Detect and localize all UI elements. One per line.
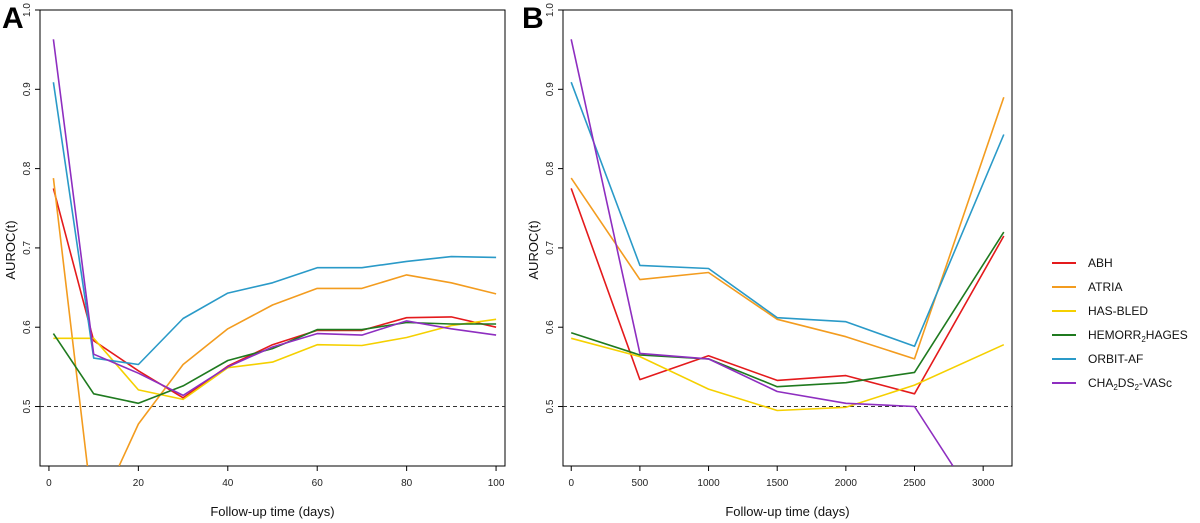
panel-b-series-hemorr2hages	[570, 231, 1005, 388]
legend-label-atria: ATRIA	[1088, 280, 1122, 294]
legend-label-orbit-af: ORBIT-AF	[1088, 352, 1143, 366]
panel-a-series-cha2ds2-vasc	[52, 39, 497, 397]
panel-a-y-tick-label: 1.0	[22, 3, 33, 17]
panel-a-series-orbit-af	[52, 82, 497, 366]
panel-a-y-tick-label: 0.7	[22, 241, 33, 255]
panel-a-series-abh	[52, 188, 497, 399]
panel-b: 0 500 1000 1500 2000 2500 3000 0.5 0.6 0.7 0.8 0.9 1…	[526, 3, 1013, 519]
panel-b-y-axis-title: AUROC(t)	[526, 220, 541, 279]
panel-b-y-tick-label: 0.5	[545, 399, 556, 413]
panel-a-y-tick-label: 0.6	[22, 320, 33, 334]
panel-b-x-axis-title: Follow-up time (days)	[725, 504, 849, 519]
panel-a: 0 20 40 60 80 100 0.5 0.6 0.7 0.8 0.9 1.0 Follow-up …	[3, 3, 506, 519]
panel-a-y-tick-label: 0.9	[22, 82, 33, 96]
panel-a-series-atria	[52, 178, 497, 466]
legend-label-hemorr2hages: HEMORR2HAGES	[1088, 328, 1188, 344]
panel-b-x-tick-label: 1500	[766, 478, 789, 489]
panel-b-x-tick-label: 1000	[697, 478, 720, 489]
panel-a-series-hemorr2hages	[52, 321, 497, 405]
panel-b-series-abh	[570, 188, 1005, 395]
legend-label-abh: ABH	[1088, 256, 1113, 270]
panel-b-x-tick-label: 0	[568, 478, 574, 489]
panel-b-plot-frame	[562, 9, 1013, 467]
panel-letter-a: A	[2, 2, 24, 35]
panel-b-series-orbit-af	[570, 81, 1005, 348]
panel-b-y-tick-label: 0.7	[545, 241, 556, 255]
panel-b-x-tick-label: 3000	[972, 478, 995, 489]
legend-label-has-bled: HAS-BLED	[1088, 304, 1148, 318]
panel-b-x-tick-label: 500	[632, 478, 649, 489]
panel-b-series-has-bled	[570, 337, 1005, 412]
panel-a-y-tick-label: 0.8	[22, 161, 33, 175]
panel-b-series-cha2ds2-vasc	[570, 39, 954, 466]
panel-a-x-tick-label: 0	[46, 478, 52, 489]
panel-a-x-axis-title: Follow-up time (days)	[210, 504, 334, 519]
legend: ABH ATRIA HAS-BLED HEMORR2HAGES ORBIT-AF CHA2…	[1052, 256, 1188, 392]
panel-letter-b: B	[522, 2, 544, 35]
panel-b-y-tick-label: 1.0	[545, 3, 556, 17]
panel-a-x-tick-label: 80	[401, 478, 413, 489]
panel-a-x-tick-label: 60	[312, 478, 324, 489]
panel-a-x-tick-label: 20	[133, 478, 145, 489]
panel-a-plot-frame	[39, 9, 506, 467]
panel-b-series-atria	[570, 96, 1005, 360]
panel-a-y-tick-label: 0.5	[22, 399, 33, 413]
panel-a-series-has-bled	[53, 318, 497, 401]
panel-b-y-tick-label: 0.9	[545, 82, 556, 96]
panel-b-x-tick-label: 2500	[903, 478, 926, 489]
panel-b-y-tick-label: 0.8	[545, 161, 556, 175]
legend-label-cha2ds2-vasc: CHA2DS2-VASc	[1088, 376, 1172, 392]
panel-b-y-tick-label: 0.6	[545, 320, 556, 334]
panel-b-x-tick-label: 2000	[835, 478, 858, 489]
panel-a-x-tick-label: 40	[222, 478, 234, 489]
panel-a-x-tick-label: 100	[488, 478, 505, 489]
panel-a-y-axis-title: AUROC(t)	[3, 220, 18, 279]
